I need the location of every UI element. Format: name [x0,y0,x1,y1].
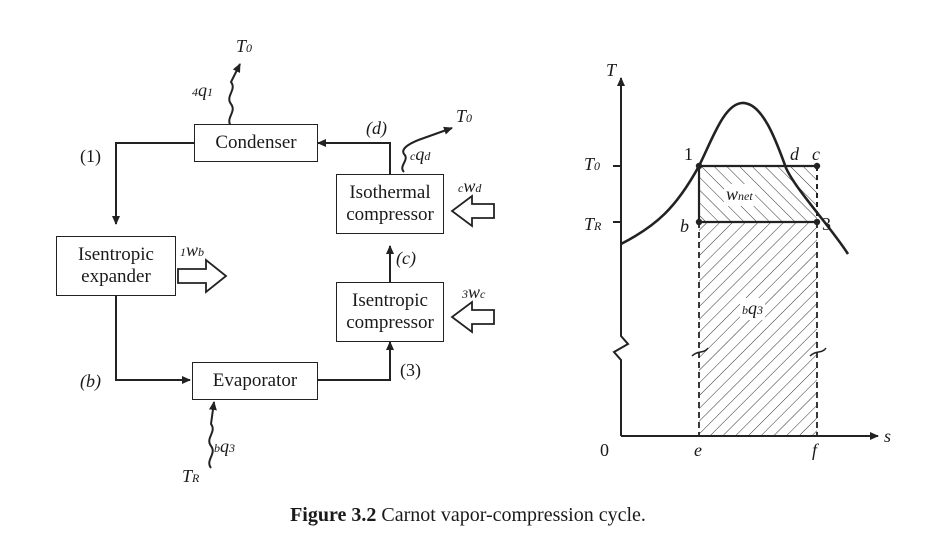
state-label-b: (b) [80,371,101,391]
isothermal-compressor-label-1: Isothermal [349,182,431,203]
isothermal-compressor-box: Isothermal compressor [336,174,444,234]
point-3 [813,218,821,226]
state-label-1: (1) [80,146,101,166]
ts-TR-tick-label: TR [584,214,602,234]
line-evaporator-to-compressor [318,341,394,381]
flow-lines [112,63,453,469]
state-label-c: (c) [396,248,416,268]
state-label-d: (d) [366,118,387,138]
figure-title: Carnot vapor-compression cycle. [381,504,646,526]
isen-comp-work-label: 3wc [462,282,486,302]
break-mark-left [691,347,709,357]
y-axis [612,77,630,436]
evaporator-heat-label: bq3 [214,436,235,456]
condenser-sink-label: T0 [236,36,253,56]
line-expander-to-evaporator [115,296,191,384]
iso-comp-sink-label: T0 [456,106,473,126]
isentropic-expander-label-1: Isentropic [78,244,154,265]
condenser-label: Condenser [215,132,297,153]
line-iso-to-condenser [317,139,391,174]
ts-T0-tick-label: T0 [584,154,601,174]
line-condenser-to-expander [112,142,194,225]
break-mark-right [809,347,827,357]
evaporator-source-label: TR [182,466,200,486]
q3-area [699,222,817,436]
expander-work-arrow [177,258,228,294]
point-c [813,162,821,170]
ts-q3-area-label: bq3 [740,298,765,320]
expander-work-label: 1wb [180,240,205,260]
iso-comp-heat-label: cqd [410,144,431,164]
ts-origin-label: 0 [600,440,609,460]
isentropic-compressor-box: Isentropic compressor [336,282,444,342]
ts-x-axis-label: s [884,426,892,446]
isentropic-compressor-label-2: compressor [346,312,434,333]
ts-point-d-label: d [790,144,799,164]
evaporator-label: Evaporator [212,370,298,391]
figure-caption: Figure 3.2 Carnot vapor-compression cycl… [0,504,936,527]
ts-y-axis-label: T [606,60,617,80]
ts-wnet-label: wnet [724,184,755,206]
ts-diagram [612,77,879,440]
ts-point-b-label: b [680,216,689,236]
wavy-iso-heat [401,126,453,173]
state-label-3: (3) [400,360,421,380]
ts-point-c-label: c [812,144,820,164]
ts-point-e-label: e [694,440,702,460]
condenser-box: Condenser [194,124,318,162]
iso-comp-work-label: cwd [458,176,482,196]
ts-point-3-label: 3 [822,214,831,234]
wavy-condenser-heat [228,63,241,127]
isothermal-compressor-label-2: compressor [346,204,434,225]
wnet-area [699,166,817,222]
figure-number: Figure 3.2 [290,504,377,526]
saturation-dome [620,101,850,255]
ts-point-f-label: f [812,440,818,460]
ts-point-1-label: 1 [684,144,693,164]
isentropic-compressor-label-1: Isentropic [352,290,428,311]
work-arrows [177,194,495,334]
condenser-heat-label: 4q1 [192,80,213,100]
wavy-evaporator-heat [208,401,217,469]
point-1 [695,162,703,170]
evaporator-box: Evaporator [192,362,318,400]
isentropic-expander-label-2: expander [81,266,151,287]
isen-comp-work-arrow [450,300,495,334]
isentropic-expander-box: Isentropic expander [56,236,176,296]
iso-comp-work-arrow [450,194,495,228]
point-b [695,218,703,226]
